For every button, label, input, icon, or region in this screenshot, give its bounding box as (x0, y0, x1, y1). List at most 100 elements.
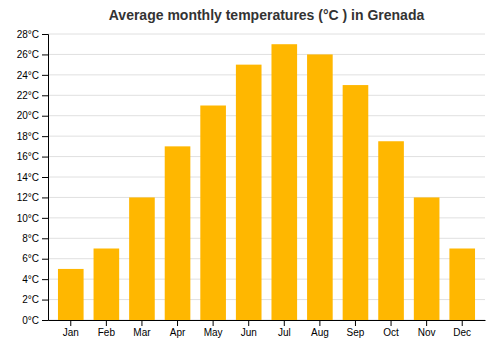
tick-label: 26°C (17, 49, 39, 60)
tick-mark (42, 75, 48, 76)
bar (271, 44, 297, 320)
tick-mark (42, 54, 48, 55)
tick-mark (42, 116, 48, 117)
tick-mark (42, 197, 48, 198)
axis-line (49, 320, 486, 321)
tick-label: 2°C (22, 294, 39, 305)
grid-line (48, 95, 485, 96)
grid-line (48, 34, 485, 35)
tick-label: 18°C (17, 131, 39, 142)
tick: Oct (383, 320, 399, 338)
tick: 26°C (17, 49, 48, 60)
plot: 0°C 2°C 4°C 6°C 8°C 10°C 12°C 14°C 16°C 18°C 20°C 2… (17, 29, 486, 338)
bar (129, 197, 155, 320)
tick-label: Feb (98, 327, 116, 338)
tick: Jul (278, 320, 291, 338)
tick-mark (141, 320, 142, 326)
chart: 0°C 2°C 4°C 6°C 8°C 10°C 12°C 14°C 16°C 18°C 20°C 2… (0, 0, 500, 350)
tick-label: Jun (241, 327, 257, 338)
grid-line (48, 177, 485, 178)
tick: 22°C (17, 90, 48, 101)
tick-label: 10°C (17, 213, 39, 224)
bar (378, 141, 404, 320)
tick-mark (42, 320, 48, 321)
tick: 14°C (17, 172, 48, 183)
tick-mark (42, 279, 48, 280)
tick-mark (213, 320, 214, 326)
tick-mark (42, 259, 48, 260)
tick-label: 14°C (17, 172, 39, 183)
y-axis: 0°C 2°C 4°C 6°C 8°C 10°C 12°C 14°C 16°C 18°C 20°C 2… (17, 29, 49, 326)
tick-label: Oct (383, 327, 399, 338)
tick-label: Jan (63, 327, 79, 338)
tick-mark (426, 320, 427, 326)
tick-mark (177, 320, 178, 326)
bar (236, 65, 262, 320)
tick-label: 0°C (22, 315, 39, 326)
bars (58, 44, 475, 320)
tick-mark (106, 320, 107, 326)
tick: 2°C (22, 294, 48, 305)
tick-mark (42, 136, 48, 137)
tick-label: May (204, 327, 223, 338)
tick-label: 20°C (17, 110, 39, 121)
tick-label: Apr (170, 327, 186, 338)
tick: 24°C (17, 70, 48, 81)
bar (200, 106, 226, 321)
tick: 20°C (17, 110, 48, 121)
tick: 16°C (17, 151, 48, 162)
axis-line (42, 35, 49, 321)
tick-label: 16°C (17, 151, 39, 162)
tick: 4°C (22, 274, 48, 285)
grid (48, 34, 485, 320)
tick-mark (42, 177, 48, 178)
tick-mark (42, 218, 48, 219)
tick-mark (248, 320, 249, 326)
tick: 6°C (22, 253, 48, 264)
tick-label: 24°C (17, 70, 39, 81)
tick-label: 4°C (22, 274, 39, 285)
tick-mark (42, 300, 48, 301)
tick-label: Jul (278, 327, 291, 338)
bar (307, 54, 333, 320)
grid-line (48, 156, 485, 157)
title: Average monthly temperatures (°C ) in Gr… (109, 7, 425, 23)
tick: Dec (453, 320, 471, 338)
tick: 18°C (17, 131, 48, 142)
grid-line (48, 54, 485, 55)
tick: Mar (133, 320, 151, 338)
tick-label: 12°C (17, 192, 39, 203)
tick: Nov (418, 320, 436, 338)
x-axis: Jan Feb Mar Apr May Jun Jul Aug Sep Oct Nov Dec (49, 320, 486, 338)
tick: 8°C (22, 233, 48, 244)
tick-mark (462, 320, 463, 326)
tick-label: Aug (311, 327, 329, 338)
tick: May (204, 320, 223, 338)
tick-mark (42, 34, 48, 35)
tick-mark (391, 320, 392, 326)
tick: Feb (98, 320, 116, 338)
grid-line (48, 115, 485, 116)
tick-label: Dec (453, 327, 471, 338)
bar (343, 85, 369, 320)
tick: Aug (311, 320, 329, 338)
tick: Jun (241, 320, 257, 338)
tick-mark (319, 320, 320, 326)
tick: 10°C (17, 213, 48, 224)
tick: 0°C (22, 315, 48, 326)
tick: Sep (347, 320, 365, 338)
grid-line (48, 136, 485, 137)
tick-label: 6°C (22, 253, 39, 264)
tick-label: Nov (418, 327, 436, 338)
tick-label: 8°C (22, 233, 39, 244)
tick-mark (42, 238, 48, 239)
bar (94, 249, 120, 321)
tick-mark (42, 157, 48, 158)
tick: 12°C (17, 192, 48, 203)
tick-label: Sep (347, 327, 365, 338)
bar (414, 197, 440, 320)
tick: Jan (63, 320, 79, 338)
bar (449, 249, 475, 321)
tick-label: 28°C (17, 29, 39, 40)
grid-line (48, 74, 485, 75)
